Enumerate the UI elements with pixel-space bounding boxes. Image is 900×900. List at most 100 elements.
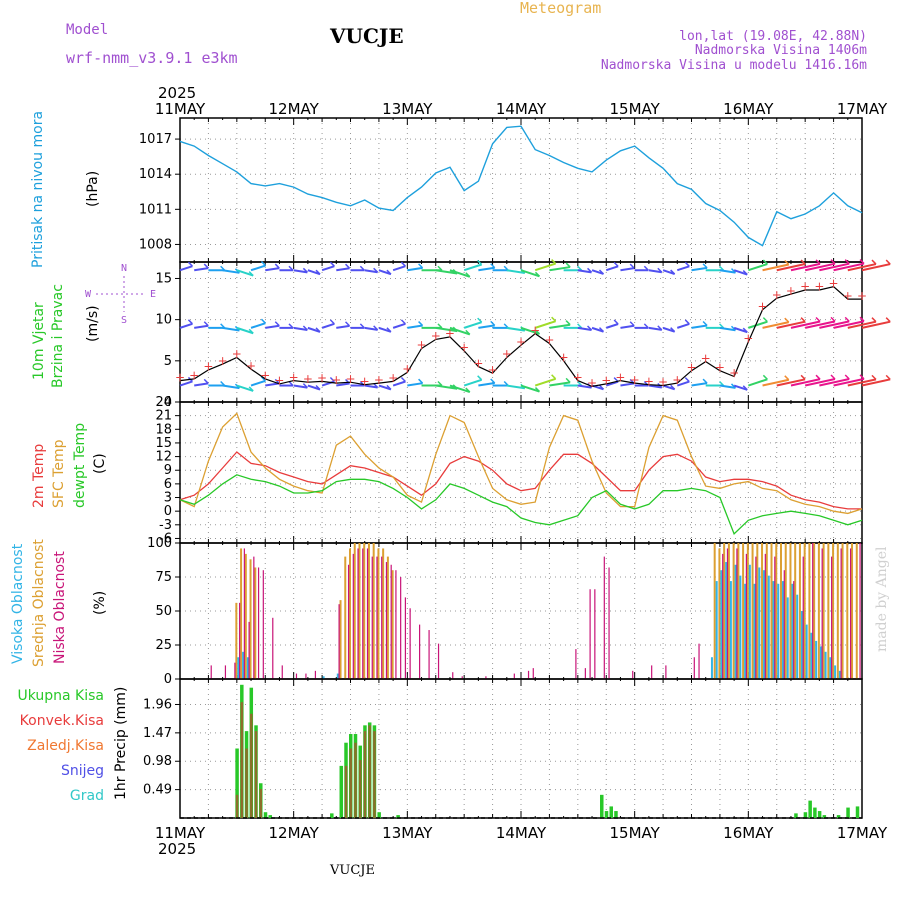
precip-total-bar	[803, 812, 808, 818]
wind-barb	[776, 378, 806, 387]
wind-barb	[260, 318, 266, 324]
wind-barb	[762, 374, 768, 380]
wind-barb	[819, 378, 850, 387]
wind-barb	[719, 265, 725, 271]
wind-barb	[307, 269, 321, 276]
low-cloud-bar	[755, 556, 757, 679]
mid-cloud-bar	[813, 543, 816, 679]
wind-barb	[871, 259, 877, 265]
wind-barb	[565, 262, 571, 268]
footer-station: VUCJE	[329, 863, 375, 878]
date-label: 14MAY	[496, 824, 547, 842]
low-cloud-bar	[234, 662, 236, 679]
mid-cloud-bar	[391, 570, 394, 679]
low-cloud-bar	[419, 624, 421, 679]
wind-barb	[437, 380, 443, 387]
wind-barb	[800, 374, 806, 380]
wind-barb	[534, 262, 556, 272]
mid-cloud-bar	[798, 543, 801, 679]
wind-barb	[248, 271, 254, 277]
wind-barb	[719, 384, 736, 389]
low-cloud-bar	[632, 670, 634, 679]
wind-gust-marker: +	[601, 374, 611, 388]
mid-cloud-bar	[372, 543, 375, 679]
date-label: 15MAY	[610, 100, 661, 118]
wind-gust-marker: +	[502, 347, 512, 361]
high-cloud-bar	[772, 581, 775, 679]
wind-barb	[407, 266, 423, 272]
high-cloud-bar	[838, 670, 841, 679]
low-cloud-bar	[262, 570, 264, 679]
wind-barb	[315, 384, 321, 391]
precip-total-bar	[855, 806, 860, 818]
wind-barb	[392, 322, 406, 329]
low-cloud-bar	[272, 617, 274, 679]
wind-barb	[534, 377, 556, 387]
high-cloud-bar	[729, 581, 732, 679]
wind-barb	[662, 384, 675, 391]
wind-barb	[702, 263, 708, 269]
low-cloud-bar	[239, 602, 241, 679]
y-tick-label: -3	[159, 518, 172, 533]
wind-gust-marker: +	[317, 371, 327, 385]
wind-barb	[565, 320, 571, 326]
wind-barb	[719, 380, 725, 387]
y-tick-label: 5	[164, 354, 172, 369]
wind-barb	[587, 325, 593, 331]
y-tick-label: 1014	[139, 167, 172, 182]
wind-barb	[400, 376, 406, 383]
wind-barb	[400, 261, 406, 267]
mid-cloud-bar	[737, 543, 740, 679]
wind-barb	[648, 384, 662, 389]
low-cloud-bar	[665, 665, 667, 679]
y-tick-label: 0	[164, 395, 172, 410]
wind-panel: 0 5 10 15 + + + + + + + + + + + + + + + + + + + + + + + + + + + + + + + + + +…	[85, 259, 891, 410]
date-label: 12MAY	[269, 100, 320, 118]
high-cloud-bar	[810, 632, 813, 679]
date-label: 16MAY	[723, 824, 774, 842]
y-tick-label: 21	[155, 409, 172, 424]
wind-barb	[236, 326, 254, 335]
wind-barb	[662, 269, 675, 275]
y-tick-label: 3	[164, 491, 172, 506]
wind-gust-marker: +	[417, 338, 427, 352]
low-cloud-bar	[295, 673, 298, 679]
wind-barb	[719, 269, 736, 274]
precip-ylabel: 1hr Precip (mm)	[113, 687, 129, 800]
precip-conv-bar	[250, 713, 253, 818]
wind-barb	[719, 323, 725, 329]
wind-barb	[733, 269, 748, 276]
wind-gust-marker: +	[786, 284, 796, 298]
wind-barb	[815, 316, 821, 323]
mid-cloud-bar	[794, 543, 797, 679]
cloud-ylabel: (%)	[92, 591, 108, 615]
low-cloud-bar	[409, 608, 411, 679]
low-cloud-bar	[726, 548, 729, 679]
wind-barb	[800, 317, 806, 323]
precip-conv-bar	[349, 748, 352, 818]
mid-cloud-bar	[382, 548, 385, 679]
mid-cloud-bar	[713, 543, 716, 679]
wind-barb	[742, 270, 748, 276]
y-tick-label: 15	[155, 271, 172, 286]
wind-barb	[265, 382, 280, 387]
wind-gust-marker: +	[559, 351, 569, 365]
high-cloud-bar	[246, 657, 249, 679]
precip-total-bar	[339, 765, 344, 818]
wind-barb	[378, 269, 392, 276]
wind-barb	[329, 319, 335, 325]
wind-barb	[776, 320, 806, 329]
precip-total-bar	[604, 811, 609, 818]
wind-barb	[819, 262, 850, 272]
wind-barb	[691, 266, 708, 272]
mid-cloud-bar	[765, 543, 768, 679]
wind-barb	[534, 271, 540, 277]
cloud-panel: 0 25 50 75 100	[147, 536, 863, 687]
wind-barb	[551, 316, 557, 322]
wind-barb	[730, 383, 737, 389]
wind-barb	[477, 375, 483, 381]
low-cloud-bar	[314, 670, 317, 679]
date-axis-bottom: 11MAY 12MAY 13MAY 14MAY 15MAY 16MAY 17MAY	[155, 824, 888, 842]
wind-barb	[378, 326, 392, 333]
panel-frame	[179, 678, 863, 819]
